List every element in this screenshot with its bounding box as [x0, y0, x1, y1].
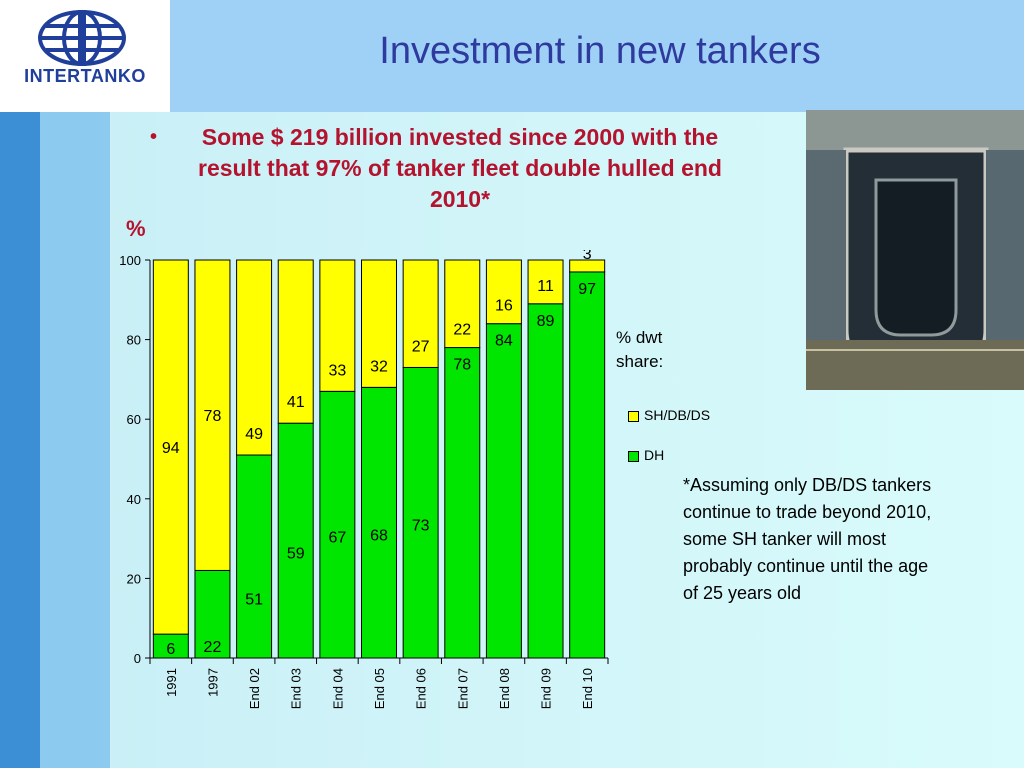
x-tick-label: End 08 — [497, 668, 512, 709]
legend-label-dh: DH — [644, 447, 665, 463]
x-tick-label: 1991 — [164, 668, 179, 697]
x-tick-label: End 02 — [247, 668, 262, 709]
globe-icon — [38, 10, 126, 66]
bullet-text: Some $ 219 billion invested since 2000 w… — [198, 124, 722, 212]
stacked-bar-chart: 0 20 40 60 80 100 6 94 1991 22 78 1997 51 49 End 02 59 4… — [119, 250, 609, 709]
bar-sh-db-ds-end-05 — [361, 259, 397, 388]
bar-sh-db-ds-end-09 — [527, 259, 564, 305]
data-label-dh: 22 — [204, 639, 222, 656]
bar-dh-end-05 — [361, 386, 397, 659]
bar-sh-db-ds-end-03 — [277, 259, 314, 424]
y-tick-label: 20 — [127, 571, 141, 586]
legend-item-shdbds: SH/DB/DS — [628, 407, 710, 423]
x-tick-label: End 05 — [372, 668, 387, 709]
data-label-sh-db-ds: 11 — [537, 278, 554, 295]
bar-dh-end-04 — [319, 390, 356, 659]
data-label-dh: 68 — [370, 528, 388, 545]
data-label-sh-db-ds: 32 — [370, 358, 388, 375]
footnote: *Assuming only DB/DS tankers continue to… — [683, 475, 932, 603]
x-tick-label: End 10 — [580, 668, 595, 709]
data-label-dh: 78 — [453, 357, 471, 374]
data-label-dh: 97 — [578, 281, 596, 298]
data-label-dh: 89 — [537, 313, 555, 330]
bar-sh-db-ds-end-10 — [569, 259, 606, 273]
logo: INTERTANKO — [0, 0, 170, 112]
data-label-dh: 59 — [287, 546, 305, 563]
x-tick-label: End 03 — [289, 668, 304, 709]
bar-dh-end-09 — [527, 303, 564, 659]
data-label-dh: 84 — [495, 333, 513, 350]
data-label-sh-db-ds: 78 — [204, 408, 222, 425]
data-label-dh: 67 — [328, 530, 346, 547]
data-label-sh-db-ds: 3 — [583, 250, 592, 263]
share-label-line2: share: — [616, 352, 664, 371]
bar-sh-db-ds-end-08 — [485, 259, 522, 325]
x-tick-label: End 09 — [539, 668, 554, 709]
data-label-sh-db-ds: 33 — [328, 362, 346, 379]
x-tick-label: End 04 — [330, 668, 345, 709]
data-label-sh-db-ds: 27 — [412, 338, 430, 355]
bullet-point: • Some $ 219 billion invested since 2000… — [150, 122, 730, 215]
data-label-dh: 6 — [166, 641, 175, 658]
data-label-sh-db-ds: 16 — [495, 298, 513, 315]
bar-dh-end-10 — [569, 271, 606, 659]
bar-sh-db-ds-end-04 — [319, 259, 356, 392]
y-tick-label: 80 — [127, 333, 141, 348]
data-label-dh: 73 — [412, 518, 430, 535]
slide-title: Investment in new tankers — [379, 30, 821, 72]
bar-dh-end-08 — [485, 323, 522, 659]
y-unit-label: % — [126, 216, 146, 241]
bar-sh-db-ds-end-06 — [402, 259, 439, 368]
x-tick-label: End 06 — [414, 668, 429, 709]
bar-dh-end-07 — [444, 347, 481, 659]
bullet-icon: • — [150, 126, 158, 148]
data-label-dh: 51 — [245, 592, 263, 609]
data-label-sh-db-ds: 49 — [245, 426, 263, 443]
logo-text: INTERTANKO — [24, 66, 146, 86]
bar-dh-end-06 — [402, 366, 439, 659]
bar-sh-db-ds-1991 — [152, 259, 189, 635]
bar-sh-db-ds-1997 — [194, 259, 231, 571]
ship-hull-construction-photo-icon — [806, 110, 1024, 390]
share-label-line1: % dwt — [616, 328, 663, 347]
data-label-sh-db-ds: 22 — [453, 322, 471, 339]
data-label-sh-db-ds: 41 — [287, 394, 305, 411]
y-tick-label: 0 — [134, 651, 141, 666]
legend-label-shdbds: SH/DB/DS — [644, 407, 711, 423]
bar-dh-end-03 — [277, 422, 314, 659]
y-tick-label: 40 — [127, 492, 141, 507]
y-tick-label: 100 — [119, 253, 141, 268]
bar-sh-db-ds-end-07 — [444, 259, 481, 349]
legend-swatch-shdbds — [628, 410, 639, 422]
y-tick-label: 60 — [127, 412, 141, 427]
bar-dh-end-02 — [236, 454, 273, 659]
x-tick-label: End 07 — [455, 668, 470, 709]
share-label: % dwt share: — [616, 326, 696, 374]
legend-item-dh: DH — [628, 447, 664, 463]
data-label-sh-db-ds: 94 — [162, 440, 180, 457]
bar-sh-db-ds-end-02 — [236, 259, 273, 456]
x-tick-label: 1997 — [205, 668, 220, 697]
legend-swatch-dh — [628, 450, 639, 462]
ship-hull-photo — [806, 110, 1024, 390]
